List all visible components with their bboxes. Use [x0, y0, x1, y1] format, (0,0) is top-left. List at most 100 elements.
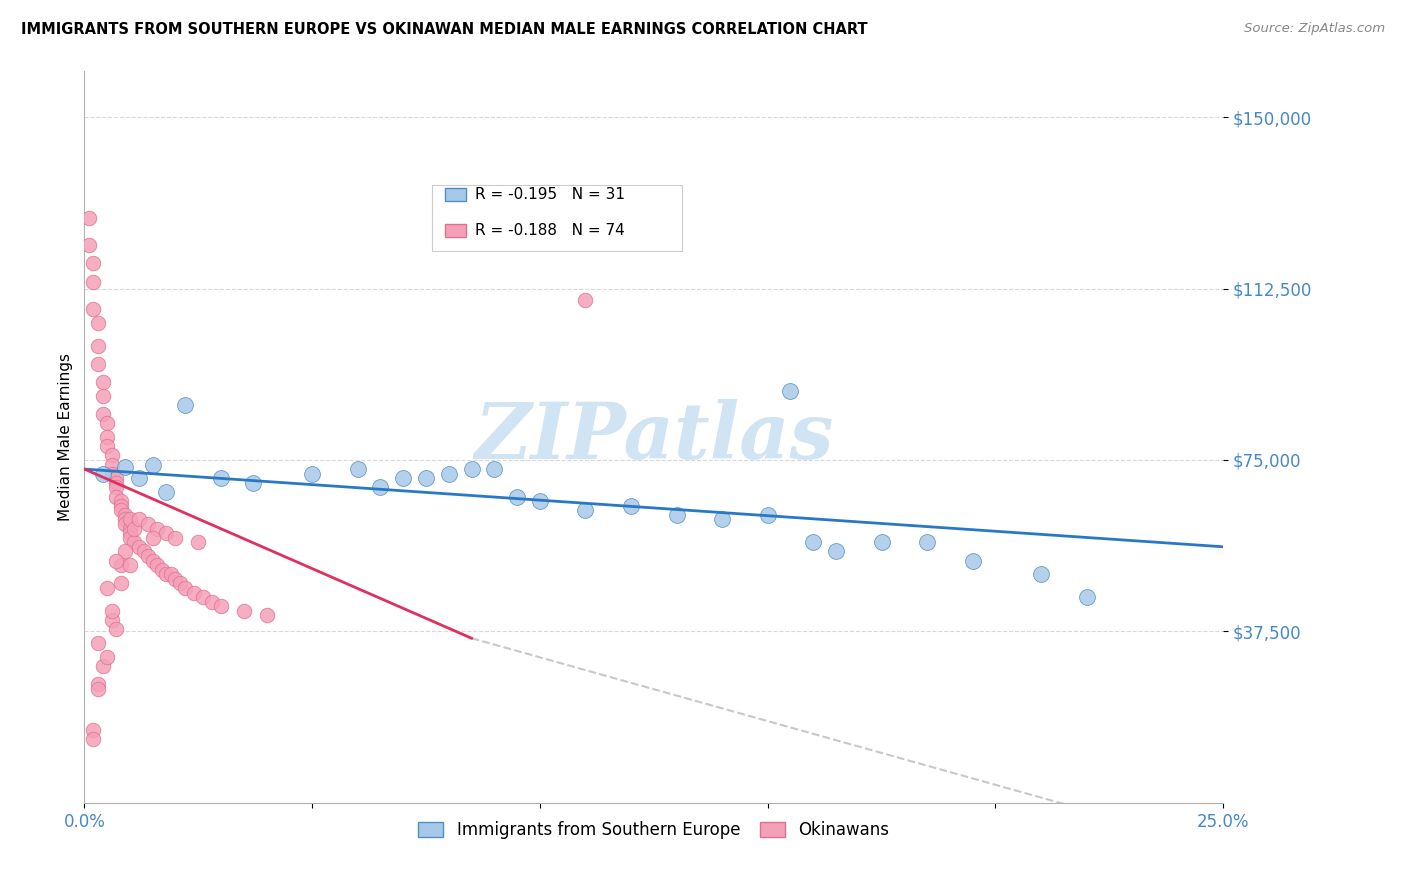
- Y-axis label: Median Male Earnings: Median Male Earnings: [58, 353, 73, 521]
- Point: [91, 389, 114, 403]
- Point: [105, 471, 128, 485]
- Point: [110, 503, 132, 517]
- Point: [209, 599, 232, 614]
- Point: [91, 407, 114, 421]
- Point: [301, 467, 323, 481]
- Point: [82, 731, 104, 746]
- Point: [392, 471, 415, 485]
- Point: [82, 301, 104, 317]
- Point: [82, 723, 104, 737]
- Point: [100, 613, 122, 627]
- Point: [96, 430, 118, 444]
- Text: ZIPatlas: ZIPatlas: [474, 399, 834, 475]
- Point: [91, 467, 114, 481]
- Point: [110, 499, 132, 513]
- FancyBboxPatch shape: [446, 224, 465, 237]
- Point: [825, 544, 848, 558]
- Point: [506, 490, 529, 504]
- Point: [915, 535, 938, 549]
- Point: [110, 576, 132, 591]
- Text: R = -0.195   N = 31: R = -0.195 N = 31: [475, 187, 626, 202]
- Point: [232, 604, 254, 618]
- Point: [110, 558, 132, 573]
- Point: [155, 526, 177, 541]
- Point: [173, 581, 195, 595]
- Point: [128, 512, 150, 526]
- Point: [110, 494, 132, 508]
- Point: [124, 535, 146, 549]
- Point: [118, 531, 141, 545]
- Point: [242, 475, 264, 490]
- Point: [209, 471, 232, 485]
- Point: [114, 508, 136, 522]
- Point: [87, 357, 110, 371]
- Point: [105, 622, 128, 636]
- Point: [105, 480, 128, 494]
- Point: [136, 516, 159, 531]
- Point: [100, 448, 122, 462]
- Text: Source: ZipAtlas.com: Source: ZipAtlas.com: [1244, 22, 1385, 36]
- Point: [142, 553, 165, 567]
- Point: [118, 558, 141, 573]
- Point: [77, 211, 100, 225]
- Point: [574, 293, 596, 307]
- Point: [146, 521, 169, 535]
- Point: [173, 398, 195, 412]
- Point: [665, 508, 688, 522]
- Point: [87, 338, 110, 352]
- Point: [132, 544, 155, 558]
- Point: [187, 535, 209, 549]
- Point: [529, 494, 551, 508]
- Point: [91, 658, 114, 673]
- Point: [191, 590, 214, 604]
- Point: [91, 375, 114, 389]
- Point: [346, 462, 368, 476]
- Point: [160, 567, 183, 582]
- Point: [155, 567, 177, 582]
- Point: [118, 512, 141, 526]
- Point: [169, 576, 191, 591]
- Point: [620, 499, 643, 513]
- Point: [484, 462, 506, 476]
- Point: [142, 458, 165, 472]
- Point: [87, 681, 110, 696]
- Point: [77, 238, 100, 252]
- Point: [165, 572, 187, 586]
- Point: [82, 256, 104, 270]
- Point: [150, 563, 173, 577]
- Point: [105, 475, 128, 490]
- Point: [756, 508, 779, 522]
- Point: [82, 275, 104, 289]
- Point: [128, 540, 150, 554]
- Point: [114, 544, 136, 558]
- Point: [96, 581, 118, 595]
- Point: [574, 503, 596, 517]
- Point: [711, 512, 734, 526]
- Point: [96, 649, 118, 664]
- Point: [114, 516, 136, 531]
- Point: [124, 521, 146, 535]
- Point: [801, 535, 824, 549]
- Point: [165, 531, 187, 545]
- Point: [962, 553, 984, 567]
- FancyBboxPatch shape: [432, 185, 682, 251]
- Point: [779, 384, 801, 399]
- Point: [105, 490, 128, 504]
- Point: [183, 585, 205, 599]
- Point: [96, 439, 118, 453]
- Text: R = -0.188   N = 74: R = -0.188 N = 74: [475, 223, 624, 238]
- Point: [100, 458, 122, 472]
- Point: [370, 480, 392, 494]
- Text: IMMIGRANTS FROM SOUTHERN EUROPE VS OKINAWAN MEDIAN MALE EARNINGS CORRELATION CHA: IMMIGRANTS FROM SOUTHERN EUROPE VS OKINA…: [21, 22, 868, 37]
- Point: [96, 417, 118, 431]
- Point: [415, 471, 437, 485]
- Point: [118, 521, 141, 535]
- Point: [118, 526, 141, 541]
- Point: [142, 531, 165, 545]
- Point: [460, 462, 482, 476]
- Point: [1076, 590, 1098, 604]
- Point: [114, 459, 136, 474]
- Point: [128, 471, 150, 485]
- Point: [256, 608, 278, 623]
- Point: [100, 604, 122, 618]
